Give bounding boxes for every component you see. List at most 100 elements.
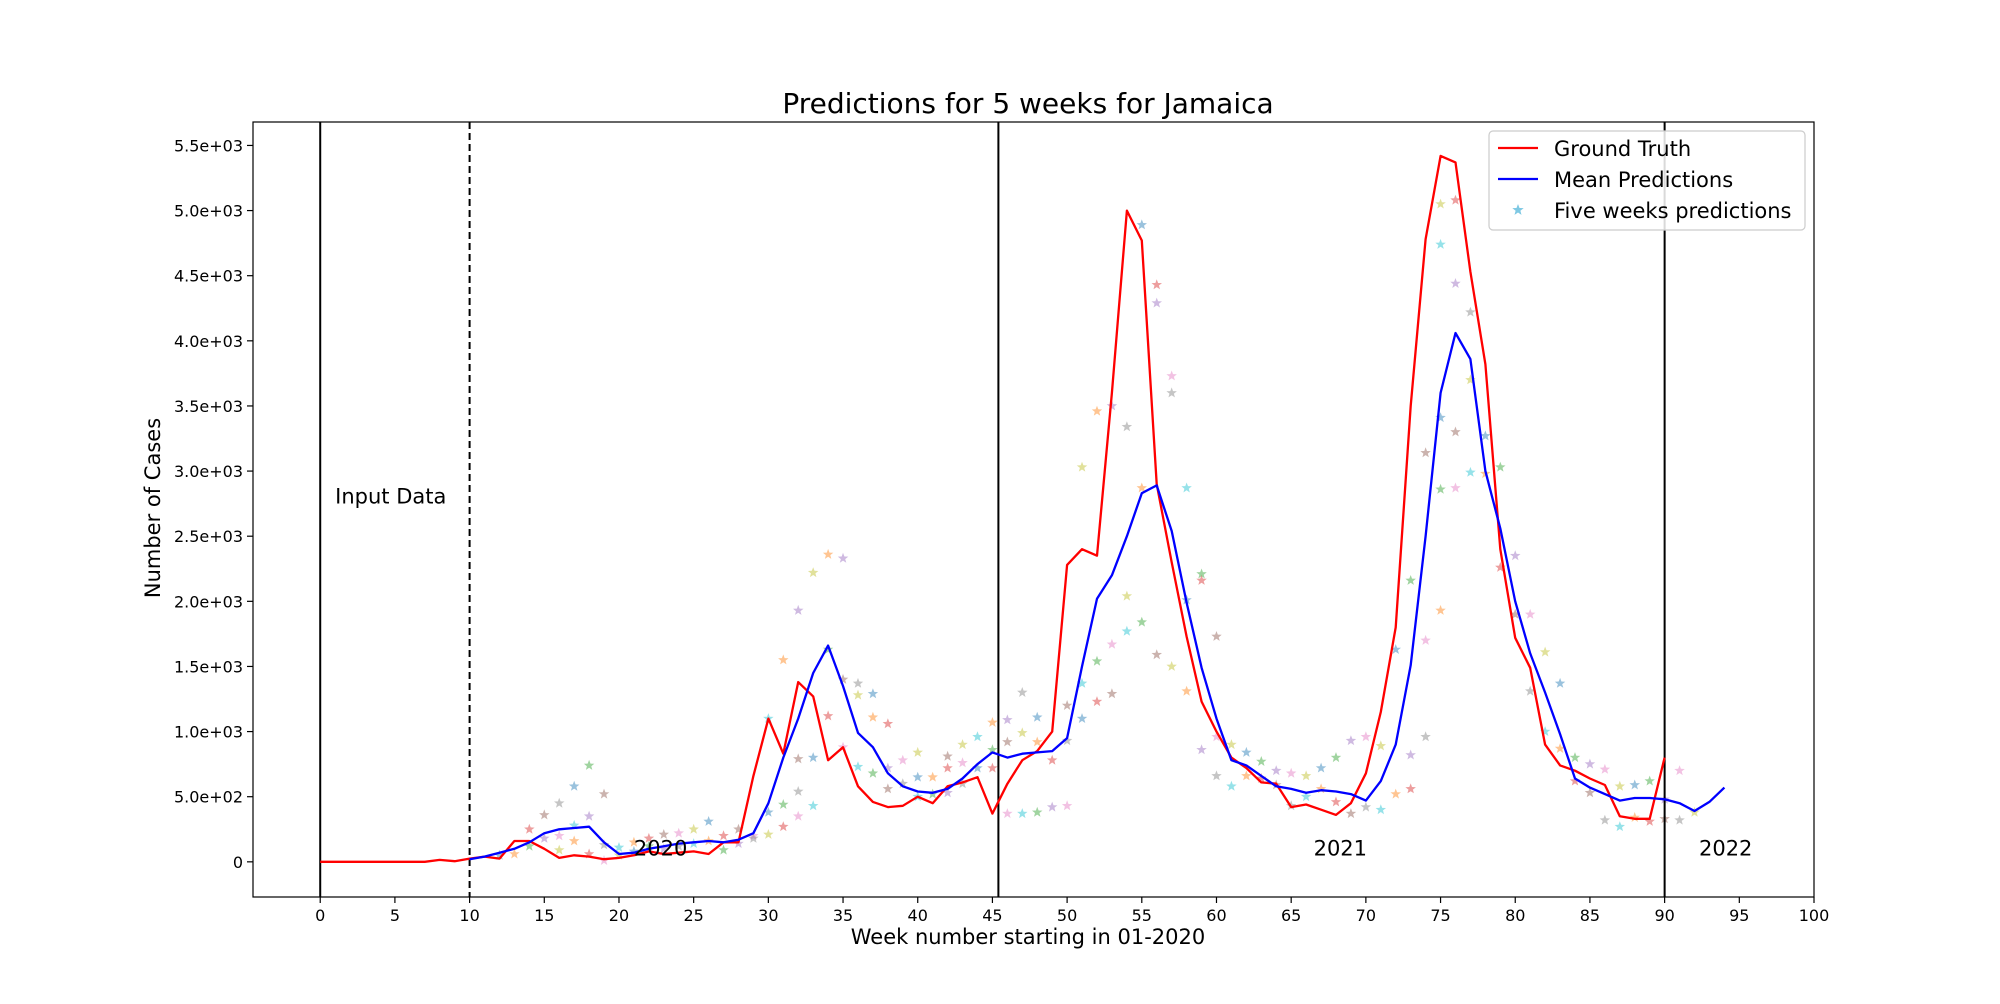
prediction-star bbox=[554, 830, 565, 841]
x-tick-label: 10 bbox=[459, 906, 479, 925]
y-tick-label: 2.5e+03 bbox=[174, 527, 243, 546]
prediction-star bbox=[1256, 756, 1267, 766]
y-tick-label: 3.0e+03 bbox=[174, 462, 243, 481]
prediction-star bbox=[867, 711, 879, 722]
x-tick-label: 20 bbox=[609, 906, 629, 925]
prediction-star bbox=[568, 819, 580, 830]
prediction-star bbox=[1450, 426, 1461, 437]
prediction-star bbox=[1360, 731, 1372, 742]
prediction-star bbox=[1061, 800, 1073, 811]
prediction-star bbox=[1151, 297, 1162, 308]
y-tick-label: 3.5e+03 bbox=[174, 397, 243, 416]
prediction-star bbox=[852, 761, 864, 772]
prediction-star bbox=[942, 787, 953, 798]
prediction-star bbox=[643, 840, 655, 851]
prediction-star bbox=[778, 821, 789, 832]
prediction-star bbox=[1151, 279, 1162, 290]
prediction-star bbox=[1450, 482, 1461, 493]
x-tick-label: 45 bbox=[982, 906, 1002, 925]
prediction-star bbox=[1166, 387, 1177, 398]
prediction-star bbox=[1106, 400, 1118, 411]
y-tick-label: 2.0e+03 bbox=[174, 592, 243, 611]
plot-frame bbox=[252, 121, 1815, 898]
prediction-star bbox=[1525, 685, 1536, 696]
prediction-star bbox=[1539, 646, 1551, 657]
y-axis-label: Number of Cases bbox=[141, 418, 165, 598]
prediction-star bbox=[583, 759, 595, 770]
prediction-star bbox=[1211, 731, 1222, 742]
prediction-star bbox=[1375, 804, 1386, 815]
prediction-star bbox=[1674, 765, 1685, 776]
prediction-star bbox=[1151, 649, 1162, 660]
y-tick-label: 4.0e+03 bbox=[174, 332, 243, 351]
prediction-star bbox=[1136, 616, 1147, 627]
prediction-star bbox=[1375, 740, 1386, 751]
prediction-star bbox=[822, 710, 834, 721]
prediction-star bbox=[524, 823, 535, 834]
prediction-star bbox=[1435, 238, 1446, 249]
prediction-star bbox=[1345, 808, 1357, 819]
prediction-star bbox=[1017, 687, 1028, 697]
prediction-star bbox=[1420, 731, 1431, 742]
prediction-star bbox=[957, 757, 968, 768]
prediction-star bbox=[1300, 791, 1312, 802]
prediction-star bbox=[1435, 412, 1446, 423]
series-line-mean-predictions bbox=[469, 331, 1726, 861]
prediction-star bbox=[1121, 421, 1133, 432]
prediction-star bbox=[942, 750, 953, 761]
prediction-star bbox=[1300, 770, 1312, 781]
prediction-star bbox=[882, 718, 894, 729]
prediction-star bbox=[882, 783, 894, 794]
prediction-star bbox=[1166, 370, 1177, 381]
prediction-star bbox=[1599, 814, 1611, 825]
y-tick-label: 5.0e+02 bbox=[174, 788, 243, 807]
prediction-star bbox=[524, 840, 535, 851]
prediction-star bbox=[1136, 482, 1147, 493]
prediction-star bbox=[1584, 787, 1596, 798]
prediction-star bbox=[912, 771, 923, 782]
prediction-star bbox=[1435, 198, 1446, 209]
prediction-star bbox=[1106, 688, 1118, 699]
prediction-star bbox=[1017, 727, 1028, 738]
prediction-star bbox=[1226, 739, 1237, 750]
prediction-star bbox=[1629, 812, 1640, 822]
legend-label-mean-predictions: Mean Predictions bbox=[1554, 168, 1733, 192]
prediction-star bbox=[1390, 644, 1401, 654]
prediction-star bbox=[867, 688, 879, 699]
prediction-star bbox=[972, 731, 983, 742]
prediction-star bbox=[1405, 783, 1416, 794]
x-tick-label: 60 bbox=[1206, 906, 1226, 925]
prediction-star bbox=[1614, 780, 1625, 791]
legend: Ground Truth Mean Predictions Five weeks… bbox=[1488, 130, 1806, 231]
prediction-star bbox=[628, 845, 640, 856]
prediction-star bbox=[1002, 714, 1013, 725]
prediction-star bbox=[1166, 661, 1177, 671]
prediction-star bbox=[1330, 752, 1342, 763]
prediction-star bbox=[1046, 801, 1058, 812]
prediction-star bbox=[1510, 550, 1521, 561]
annotation-text: Input Data bbox=[335, 485, 446, 509]
series-line-ground-truth bbox=[320, 154, 1666, 863]
y-tick-label: 5.0e+03 bbox=[174, 202, 243, 221]
prediction-star bbox=[703, 816, 714, 826]
prediction-star bbox=[1390, 788, 1401, 799]
prediction-star bbox=[837, 552, 849, 563]
prediction-star bbox=[1181, 482, 1192, 493]
annotation-text: 2022 bbox=[1699, 836, 1752, 860]
prediction-star bbox=[1315, 783, 1327, 794]
prediction-star bbox=[1002, 736, 1013, 747]
prediction-star bbox=[1076, 461, 1088, 472]
prediction-star bbox=[628, 836, 640, 847]
prediction-star bbox=[1420, 634, 1431, 645]
prediction-star bbox=[1315, 762, 1327, 773]
prediction-star bbox=[1450, 278, 1461, 288]
prediction-star bbox=[1091, 405, 1103, 416]
x-tick-label: 5 bbox=[390, 906, 400, 925]
x-tick-label: 25 bbox=[683, 906, 703, 925]
prediction-star bbox=[793, 604, 804, 615]
legend-label-ground-truth: Ground Truth bbox=[1554, 137, 1691, 161]
series-lines bbox=[320, 154, 1726, 863]
prediction-star bbox=[748, 832, 759, 843]
prediction-star bbox=[1674, 814, 1685, 825]
